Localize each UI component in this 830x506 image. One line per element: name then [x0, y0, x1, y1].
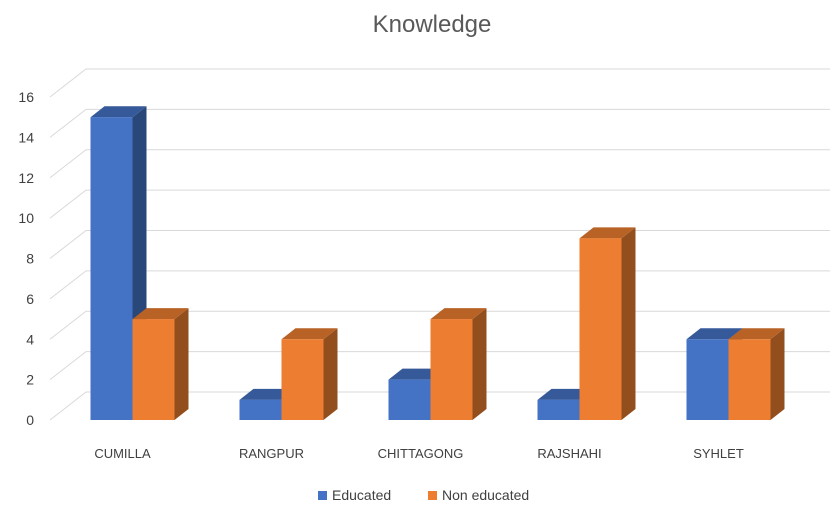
- bar-non-educated-syhlet: [728, 328, 785, 420]
- bar-non-educated-rangpur: [281, 328, 338, 420]
- y-tick-label: 6: [26, 291, 34, 307]
- bar-top: [430, 308, 487, 320]
- bar-side: [174, 308, 189, 420]
- x-tick-label: RAJSHAHI: [537, 446, 601, 461]
- bar-non-educated-cumilla: [132, 308, 189, 420]
- gridline: [49, 270, 830, 300]
- gridlines: [49, 68, 830, 421]
- x-tick-label: RANGPUR: [239, 446, 304, 461]
- legend-label: Non educated: [442, 487, 529, 503]
- bar-front: [728, 339, 771, 420]
- bar-non-educated-chittagong: [430, 308, 487, 420]
- y-tick-label: 2: [26, 372, 34, 388]
- bar-front: [537, 399, 580, 420]
- bar-front: [90, 117, 133, 420]
- legend: Educated Non educated: [318, 487, 529, 503]
- bar-top: [686, 328, 743, 340]
- gridline: [49, 230, 830, 259]
- bar-side: [621, 227, 636, 420]
- bar-top: [281, 328, 338, 340]
- y-axis: 0 2 4 6 8 10 12 14 16: [18, 89, 34, 428]
- y-tick-label: 0: [26, 412, 34, 428]
- bar-top: [90, 106, 147, 118]
- bar-front: [281, 339, 324, 420]
- legend-swatch: [318, 491, 327, 500]
- bar-front: [239, 399, 282, 420]
- bar-top: [132, 308, 189, 320]
- x-axis: CUMILLA RANGPUR CHITTAGONG RAJSHAHI SYHLET: [94, 446, 744, 461]
- bar-front: [132, 319, 175, 420]
- legend-label: Educated: [332, 487, 391, 503]
- bar-top: [728, 328, 785, 340]
- x-tick-label: CUMILLA: [94, 446, 151, 461]
- bar-front: [430, 319, 473, 420]
- legend-swatch: [428, 491, 437, 500]
- gridline: [49, 108, 830, 138]
- bar-front: [686, 339, 729, 420]
- bar-side: [323, 328, 338, 420]
- chart-title: Knowledge: [373, 11, 492, 38]
- y-tick-label: 4: [26, 331, 34, 347]
- gridline: [49, 189, 830, 219]
- y-tick-label: 16: [18, 89, 34, 105]
- bar-side: [472, 308, 487, 420]
- x-tick-label: CHITTAGONG: [378, 446, 464, 461]
- bar-top: [579, 227, 636, 239]
- gridline: [49, 68, 830, 98]
- y-tick-label: 12: [18, 170, 34, 186]
- bars: [90, 106, 785, 420]
- y-tick-label: 14: [18, 129, 34, 145]
- y-tick-label: 8: [26, 251, 34, 267]
- bar-non-educated-rajshahi: [579, 227, 636, 420]
- bar-front: [579, 238, 622, 420]
- x-tick-label: SYHLET: [693, 446, 744, 461]
- gridline: [49, 149, 830, 179]
- bar-front: [388, 379, 431, 420]
- bar-side: [770, 328, 785, 420]
- y-tick-label: 10: [18, 210, 34, 226]
